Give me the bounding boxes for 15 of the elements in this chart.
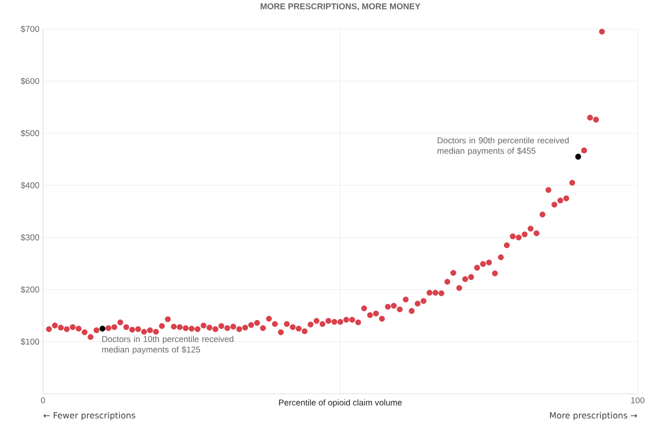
annotation: Doctors in 10th percentile received median payments of $125 bbox=[102, 336, 234, 354]
y-tick-label: $100 bbox=[20, 338, 40, 346]
text: ← Fewer prescriptions bbox=[44, 412, 136, 420]
y-tick-label: $700 bbox=[20, 26, 40, 33]
x-tick-label: 100 bbox=[631, 397, 644, 404]
y-tick-label: $400 bbox=[20, 182, 40, 189]
x-tick-label: 0 bbox=[40, 397, 45, 404]
y-tick-label: $300 bbox=[20, 234, 40, 242]
y-tick-label: $200 bbox=[20, 286, 40, 294]
x-axis-title: Percentile of opioid claim volume bbox=[279, 399, 402, 408]
chart-title: MORE PRESCRIPTIONS, MORE MONEY bbox=[260, 3, 420, 11]
annotation: Doctors in 90th percentile received median payments of $455 bbox=[438, 137, 569, 156]
y-tick-label: $500 bbox=[20, 130, 40, 137]
text: More prescriptions → bbox=[550, 412, 638, 420]
y-tick-label: $600 bbox=[20, 78, 40, 85]
